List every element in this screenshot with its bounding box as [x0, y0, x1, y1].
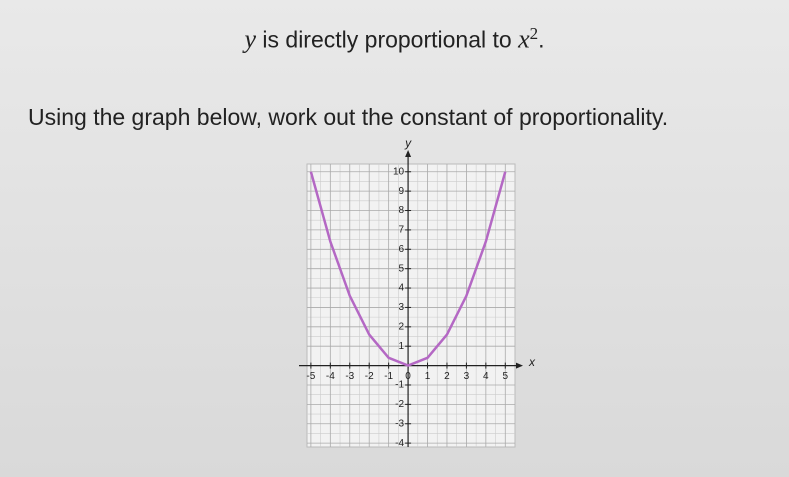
statement: y is directly proportional to x2.: [0, 24, 789, 55]
y-tick-label: 3: [399, 302, 405, 313]
x-tick-label: -4: [326, 371, 335, 382]
x-tick-label: 4: [483, 371, 489, 382]
variable: y: [244, 24, 257, 54]
curve: [309, 171, 507, 367]
statement-text: is directly proportional to: [262, 26, 512, 53]
y-tick-label: -3: [395, 418, 404, 429]
y-tick-label: 10: [393, 166, 405, 177]
x-tick-label: -2: [365, 371, 374, 382]
y-tick-label: 5: [399, 263, 405, 274]
x-axis-label: x: [528, 355, 536, 369]
y-tick-label: 4: [399, 283, 405, 294]
y-tick-label: 6: [399, 244, 405, 255]
y-arrow: [405, 150, 412, 157]
plot-area: [306, 163, 516, 448]
y-tick-label: -1: [395, 380, 404, 391]
y-tick-label: 2: [399, 321, 405, 332]
exponent: 2: [529, 24, 539, 43]
x-tick-label: -1: [384, 371, 393, 382]
x-tick-label: -5: [306, 371, 315, 382]
y-tick-label: -2: [395, 399, 404, 410]
x-tick-label: 1: [425, 371, 431, 382]
y-tick-label: 7: [399, 225, 405, 236]
y-tick-label: -4: [395, 438, 404, 449]
x-tick-label: -3: [345, 371, 354, 382]
x-tick-label: 2: [444, 371, 450, 382]
y-tick-label: 8: [399, 205, 405, 216]
question: Using the graph below, work out the cons…: [28, 104, 669, 130]
x-tick-label: 3: [464, 371, 470, 382]
y-axis-label: y: [404, 136, 412, 150]
y-tick-label: 1: [399, 341, 405, 352]
x-tick-label: 5: [502, 371, 508, 382]
y-tick-label: 9: [399, 186, 405, 197]
end: .: [538, 26, 545, 53]
x-arrow: [516, 362, 523, 369]
base: x: [518, 24, 530, 54]
